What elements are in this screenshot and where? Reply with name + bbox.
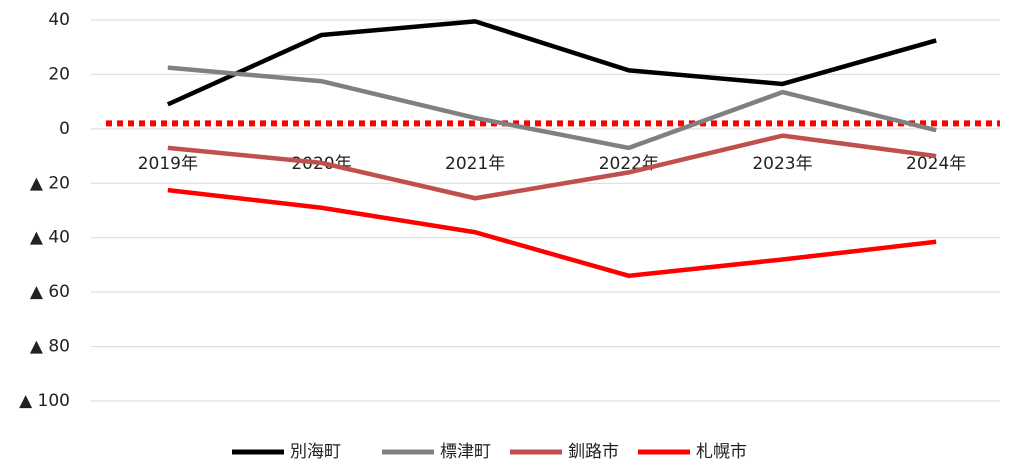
y-tick-label: 40	[48, 10, 70, 30]
series-line	[166, 19, 937, 107]
y-tick-label: ▲ 20	[30, 173, 70, 193]
x-tick-label: 2024年	[906, 154, 966, 174]
legend-label: 札幌市	[696, 442, 747, 462]
series-line	[167, 65, 937, 151]
legend-item: 別海町	[232, 442, 341, 462]
x-tick-label: 2023年	[752, 154, 812, 174]
legend-label: 標津町	[440, 442, 491, 462]
y-tick-label: 0	[59, 119, 70, 139]
x-tick-label: 2021年	[445, 154, 505, 174]
y-tick-label: 20	[48, 64, 70, 84]
legend-item: 札幌市	[638, 442, 747, 462]
series-line	[167, 133, 937, 201]
series-line	[167, 187, 937, 279]
y-tick-label: ▲ 80	[30, 337, 70, 357]
y-tick-label: ▲ 40	[30, 228, 70, 248]
legend-item: 標津町	[382, 442, 491, 462]
legend-label: 釧路市	[568, 442, 619, 462]
x-tick-label: 2019年	[138, 154, 198, 174]
legend-label: 別海町	[290, 442, 341, 462]
y-tick-label: ▲ 60	[30, 282, 70, 302]
y-tick-label: ▲ 100	[19, 391, 70, 411]
legend-item: 釧路市	[510, 442, 619, 462]
